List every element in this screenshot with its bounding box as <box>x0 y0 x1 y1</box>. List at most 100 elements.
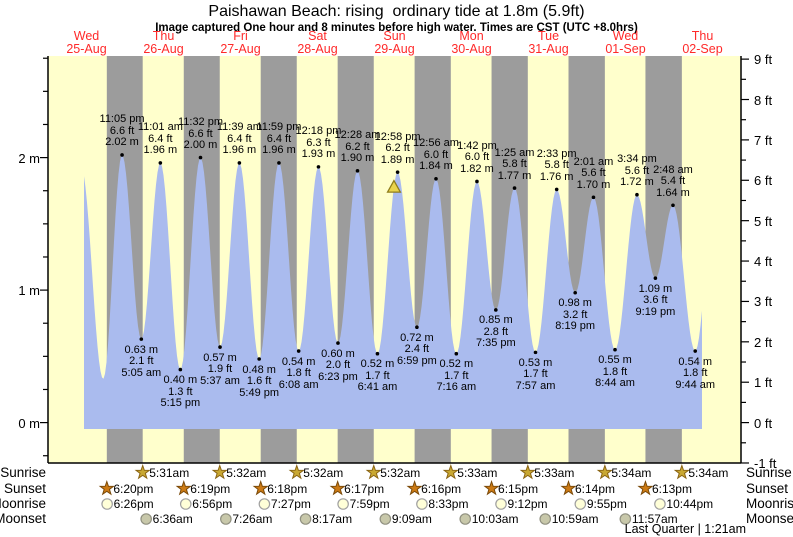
tide-label-line: 2.00 m <box>183 139 218 152</box>
tide-label-line: 6.4 ft <box>266 132 292 145</box>
tide-label-line: 0.52 m <box>360 358 395 371</box>
tide-label-line: 1.84 m <box>419 160 453 173</box>
tide-extreme-dot <box>375 351 380 356</box>
tide-extreme-dot <box>218 345 222 349</box>
tide-label-line: 7:57 am <box>515 379 556 392</box>
date-label: 28-Aug <box>297 42 338 56</box>
almanac-row-label-right: Sunset <box>746 480 789 496</box>
tide-label-line: 5.8 ft <box>502 158 527 171</box>
tide-extreme-dot <box>613 347 617 352</box>
tide-low-label: 0.85 m 2.8 ft 7:35 pm <box>476 315 516 350</box>
tide-label-line: 1.72 m <box>620 176 654 189</box>
day-label: Fri <box>233 29 248 43</box>
tide-extreme-dot <box>316 165 321 169</box>
tide-label-line: 1.8 ft <box>682 367 708 380</box>
almanac-event-time: 7:26am <box>232 512 273 526</box>
tide-label-line: 3:34 pm <box>617 153 657 166</box>
tide-label-line: 3.6 ft <box>643 294 668 307</box>
tide-label-line: 0.57 m <box>203 351 237 364</box>
tide-extreme-dot <box>512 186 517 190</box>
tide-label-line: 1.82 m <box>460 162 494 175</box>
tide-label-line: 6.6 ft <box>109 124 135 137</box>
right-axis-label: 9 ft <box>754 52 773 68</box>
tide-label-line: 2.02 m <box>105 136 139 149</box>
tide-label-line: 1:25 am <box>494 146 535 159</box>
tide-extreme-dot <box>591 195 596 200</box>
almanac-event-time: 6:15pm <box>498 481 539 496</box>
tide-label-line: 2.4 ft <box>404 343 430 356</box>
tide-extreme-dot <box>454 351 459 356</box>
almanac-event-time: 5:32am <box>380 465 421 480</box>
tide-label-line: 5:05 am <box>121 366 162 379</box>
tide-label-line: 8:19 pm <box>555 320 596 333</box>
tide-high-label: 11:39 am 6.4 ft 1.96 m <box>217 122 262 157</box>
tide-curve-area <box>84 155 702 429</box>
tide-label-line: 2.8 ft <box>483 325 509 338</box>
right-axis-label: 7 ft <box>754 132 773 148</box>
tide-label-line: 1.7 ft <box>523 368 548 381</box>
almanac-event-time: 6:56pm <box>192 497 233 511</box>
tide-label-line: 6.0 ft <box>423 148 449 161</box>
tide-label-line: 0.85 m <box>479 314 513 327</box>
tide-label-line: 5:37 am <box>200 374 240 387</box>
almanac-event-time: 11:57am <box>631 512 678 526</box>
date-label: 01-Sep <box>605 42 646 56</box>
moonrise-icon <box>258 498 271 510</box>
sunset-star-icon <box>98 479 115 496</box>
tide-high-label: 12:28 am 6.2 ft 1.90 m <box>335 130 381 165</box>
tide-label-line: 11:05 pm <box>99 113 145 126</box>
tide-low-label: 0.52 m 1.7 ft 6:41 am <box>358 359 398 394</box>
tide-high-label: 11:59 pm 6.4 ft 1.96 m <box>256 122 301 157</box>
tide-label-line: 11:01 am <box>137 121 183 134</box>
date-label: 29-Aug <box>374 42 415 56</box>
almanac-event-time: 9:55pm <box>586 497 627 511</box>
right-axis-label: 8 ft <box>754 92 773 108</box>
tide-label-line: 11:32 pm <box>177 116 224 129</box>
tide-label-line: 1.3 ft <box>168 385 193 398</box>
tide-label-line: 1.93 m <box>301 148 336 161</box>
almanac-row-label-right: Moonset <box>746 511 793 526</box>
tide-label-line: 0.72 m <box>400 331 434 344</box>
tide-low-label: 1.09 m 3.6 ft 9:19 pm <box>636 283 676 319</box>
tide-label-line: 9:44 am <box>675 378 716 391</box>
tide-label-line: 7:35 pm <box>475 337 516 350</box>
tide-label-line: 0.98 m <box>558 297 592 310</box>
sunset-star-icon <box>560 479 577 496</box>
sunrise-star-icon <box>365 463 382 480</box>
almanac-row-label-left: Moonrise <box>0 496 46 511</box>
tide-label-line: 2:48 am <box>653 163 693 176</box>
tide-label-line: 0.54 m <box>281 355 316 368</box>
tide-label-line: 2:33 pm <box>536 147 577 160</box>
almanac-event-time: 10:03am <box>471 512 519 526</box>
day-label: Thu <box>152 29 175 43</box>
almanac-event-time: 6:20pm <box>113 481 154 496</box>
almanac-event-time: 6:16pm <box>421 481 462 496</box>
right-axis-label: 3 ft <box>754 294 773 310</box>
current-time-marker <box>386 179 402 193</box>
moonrise-icon <box>101 498 113 510</box>
tide-high-label: 1:42 pm 6.0 ft 1.82 m <box>457 140 497 176</box>
almanac-event-time: 7:59pm <box>349 497 390 511</box>
tide-label-line: 0.60 m <box>321 347 355 360</box>
tide-label-line: 5.4 ft <box>660 175 686 188</box>
right-axis-label: 4 ft <box>754 254 773 270</box>
day-label: Tue <box>537 29 560 43</box>
tide-label-line: 6.4 ft <box>227 132 252 145</box>
almanac-event-time: 5:34am <box>688 465 729 480</box>
tide-label-line: 0.52 m <box>439 358 474 371</box>
tide-extreme-dot <box>475 179 479 184</box>
moonrise-icon <box>574 498 587 510</box>
tide-low-label: 0.40 m 1.3 ft 5:15 pm <box>160 375 200 410</box>
tide-extreme-dot <box>653 276 658 280</box>
tide-label-line: 6.6 ft <box>188 127 213 140</box>
tide-extreme-dot <box>296 349 301 353</box>
tide-extreme-dot <box>693 349 698 353</box>
moonrise-icon <box>179 498 192 510</box>
tide-label-line: 1.96 m <box>262 144 296 157</box>
left-axis-label: 2 m <box>18 150 40 166</box>
tide-high-label: 2:01 am 5.6 ft 1.70 m <box>574 156 614 192</box>
moonrise-icon <box>654 498 666 510</box>
sunrise-star-icon <box>519 463 536 480</box>
tide-label-line: 12:58 pm <box>374 130 421 143</box>
